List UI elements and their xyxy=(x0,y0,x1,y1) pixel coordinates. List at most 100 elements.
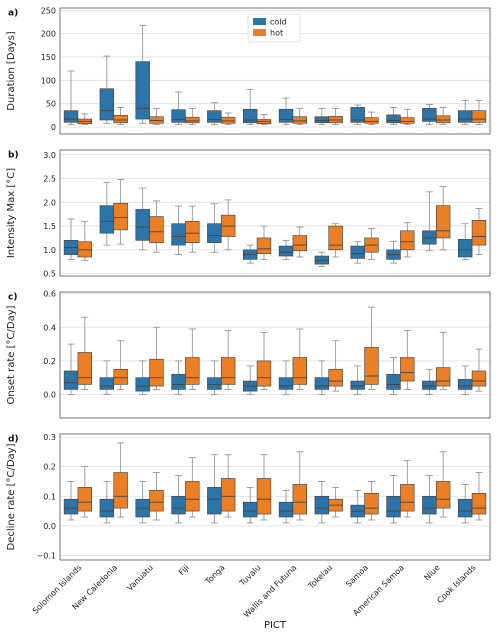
x-tick-label: Tokelau xyxy=(306,563,334,591)
box-cold xyxy=(207,110,222,123)
y-axis-label: Intensity Max [°C] xyxy=(6,168,17,258)
box-hot xyxy=(185,357,200,385)
box-hot xyxy=(113,202,128,231)
box-hot xyxy=(185,221,200,244)
box-hot xyxy=(364,117,379,124)
y-tick-label: 0.3 xyxy=(43,433,56,442)
panel-label: b) xyxy=(8,151,19,161)
box-cold xyxy=(135,209,150,241)
y-tick-label: 0.1 xyxy=(43,492,56,501)
x-axis-label: PICT xyxy=(264,620,287,631)
box-cold xyxy=(135,377,150,392)
box-cold xyxy=(207,377,222,390)
y-tick-label: 0.2 xyxy=(43,463,56,472)
box-cold xyxy=(350,245,365,259)
y-tick-label: 150 xyxy=(41,53,56,62)
y-tick-label: 200 xyxy=(41,30,56,39)
y-tick-label: 1.5 xyxy=(43,222,56,231)
box-cold xyxy=(457,379,473,390)
legend-swatch-cold xyxy=(253,18,266,25)
box-hot xyxy=(256,237,272,254)
box-hot xyxy=(113,368,128,385)
panel-frame xyxy=(59,7,491,135)
box-hot xyxy=(149,216,164,244)
box-hot xyxy=(435,481,451,509)
box-hot xyxy=(400,484,415,512)
box-hot xyxy=(77,241,93,258)
box-cold xyxy=(63,110,79,123)
box-cold xyxy=(63,370,79,390)
panel-frame xyxy=(59,149,491,277)
box-hot xyxy=(185,481,200,512)
box-hot xyxy=(364,492,379,515)
box-cold xyxy=(350,107,365,123)
box-hot xyxy=(185,116,200,124)
y-tick-label: 0.5 xyxy=(43,270,56,279)
box-cold xyxy=(422,380,437,390)
box-cold xyxy=(386,374,401,390)
box-cold xyxy=(278,245,294,257)
box-cold xyxy=(171,223,186,246)
box-hot xyxy=(471,220,487,246)
legend-label: cold xyxy=(270,18,287,27)
box-hot xyxy=(435,205,451,239)
y-axis-label: Duration [Days] xyxy=(6,31,17,110)
y-tick-label: 50 xyxy=(46,100,56,109)
box-cold xyxy=(171,374,186,390)
box-cold xyxy=(278,501,294,518)
panel-label: d) xyxy=(8,435,19,445)
x-tick-label: Tuvalu xyxy=(237,563,262,588)
box-cold xyxy=(99,88,115,121)
box-hot xyxy=(292,116,308,124)
box-hot xyxy=(328,368,343,387)
panel-frame xyxy=(59,433,491,561)
box-cold xyxy=(314,495,330,515)
box-hot xyxy=(292,484,308,515)
box-hot xyxy=(149,358,164,387)
y-tick-label: 100 xyxy=(41,76,56,85)
box-hot xyxy=(328,225,343,251)
x-tick-label: Fiji xyxy=(177,563,191,577)
x-tick-label: Tonga xyxy=(203,563,227,587)
y-tick-label: 0.2 xyxy=(43,357,56,366)
box-hot xyxy=(149,116,164,124)
box-cold xyxy=(171,109,186,123)
panel-label: a) xyxy=(8,9,18,19)
y-axis-label: Decline rate [°C/Day] xyxy=(6,443,17,550)
box-hot xyxy=(220,478,236,512)
box-hot xyxy=(220,357,236,385)
y-tick-label: 3.0 xyxy=(43,151,56,160)
box-cold xyxy=(386,495,401,518)
box-cold xyxy=(242,501,258,518)
x-tick-label: Cook Islands xyxy=(435,563,477,605)
legend-swatch-hot xyxy=(253,29,266,36)
box-hot xyxy=(220,116,236,124)
box-cold xyxy=(422,230,437,245)
box-hot xyxy=(292,357,308,385)
y-tick-label: 250 xyxy=(41,6,56,15)
box-cold xyxy=(207,223,222,244)
box-hot xyxy=(77,487,93,512)
box-hot xyxy=(292,235,308,252)
box-cold xyxy=(386,114,401,124)
legend-label: hot xyxy=(270,29,283,38)
box-cold xyxy=(278,108,294,123)
x-tick-label: Niue xyxy=(422,563,441,582)
box-hot xyxy=(471,110,487,123)
y-tick-label: 0.4 xyxy=(43,323,56,332)
box-hot xyxy=(400,117,415,124)
box-hot xyxy=(149,490,164,512)
box-hot xyxy=(400,230,415,251)
box-cold xyxy=(457,110,473,123)
box-cold xyxy=(171,495,186,515)
box-hot xyxy=(471,492,487,515)
y-tick-label: 2.5 xyxy=(43,175,56,184)
box-cold xyxy=(99,498,115,518)
y-tick-label: 0 xyxy=(51,123,56,132)
box-hot xyxy=(364,347,379,385)
box-cold xyxy=(99,205,115,234)
box-cold xyxy=(242,108,258,124)
box-hot xyxy=(113,115,128,124)
box-cold xyxy=(63,498,79,515)
box-hot xyxy=(435,367,451,387)
